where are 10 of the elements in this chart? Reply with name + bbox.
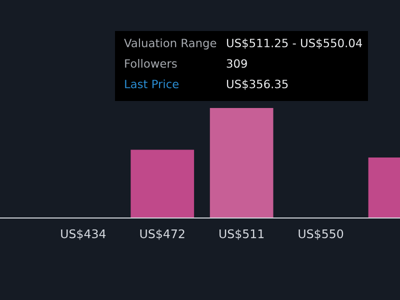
- x-tick-label: US$550: [298, 229, 344, 240]
- x-tick-label: US$434: [61, 229, 106, 240]
- text: Last Price: [125, 79, 179, 88]
- text: 309: [226, 59, 247, 68]
- x-tick-label: US$511: [220, 229, 264, 240]
- text: Followers: [125, 58, 177, 68]
- x-tick-label: US$472: [140, 229, 184, 240]
- text: US$356.35: [226, 79, 288, 90]
- text: US$511.25 - US$550.04: [226, 38, 362, 49]
- text: Valuation Range: [124, 38, 216, 50]
